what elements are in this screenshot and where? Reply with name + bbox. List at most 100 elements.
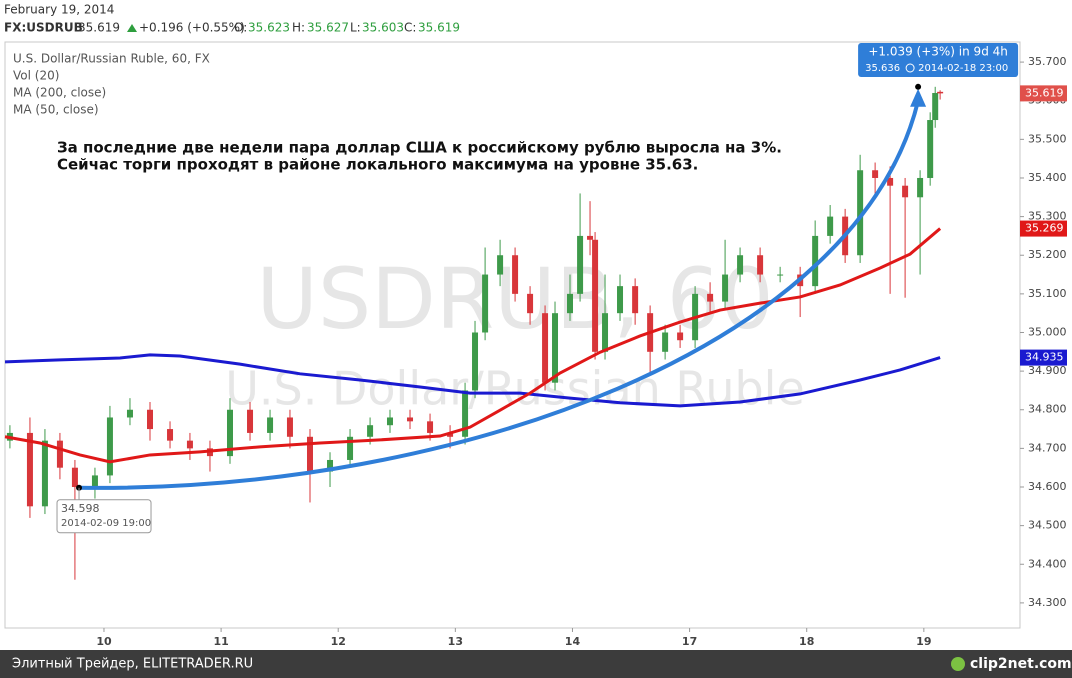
candle-body bbox=[937, 91, 944, 94]
candle-body bbox=[447, 432, 454, 437]
legend-entry: MA (50, close) bbox=[13, 103, 99, 117]
annotation: Сейчас торги проходят в районе локальног… bbox=[57, 156, 698, 174]
open-label: O: bbox=[234, 21, 247, 35]
symbol: FX:USDRUB bbox=[4, 21, 83, 35]
y-tick-label: 34.900 bbox=[1028, 364, 1067, 377]
annotation: За последние две недели пара доллар США … bbox=[57, 139, 782, 157]
x-tick-label: 13 bbox=[448, 635, 463, 648]
x-tick-label: 17 bbox=[682, 635, 697, 648]
y-tick-label: 35.300 bbox=[1028, 210, 1067, 223]
measure-end-point bbox=[915, 83, 922, 90]
x-tick-label: 11 bbox=[213, 635, 228, 648]
candle-body bbox=[677, 332, 684, 341]
candle-body bbox=[367, 425, 374, 437]
candle-body bbox=[857, 170, 864, 256]
candle-body bbox=[902, 185, 909, 198]
candle-body bbox=[26, 432, 33, 507]
start-box bbox=[56, 499, 152, 534]
close-label: C: bbox=[404, 21, 416, 35]
price-tag bbox=[1020, 85, 1067, 102]
candle-body bbox=[56, 440, 63, 468]
candle-body bbox=[71, 467, 78, 488]
end-date: 2014-02-18 23:00 bbox=[918, 63, 1008, 74]
legend-title: U.S. Dollar/Russian Ruble, 60, FX bbox=[13, 52, 210, 66]
candle-body bbox=[512, 255, 519, 294]
candle-body bbox=[757, 255, 764, 275]
candle-body bbox=[126, 409, 133, 418]
candle-body bbox=[386, 417, 393, 426]
price-tag bbox=[1020, 349, 1067, 366]
x-tick-label: 10 bbox=[96, 635, 112, 648]
candle-body bbox=[226, 409, 233, 457]
y-tick-label: 35.500 bbox=[1028, 132, 1067, 145]
ma-line bbox=[4, 227, 942, 464]
candle-body bbox=[617, 286, 624, 314]
candle-body bbox=[927, 120, 934, 178]
y-tick-label: 34.300 bbox=[1028, 596, 1067, 609]
candle-body bbox=[632, 286, 639, 314]
candle-body bbox=[482, 274, 489, 333]
candle-body bbox=[427, 421, 434, 433]
end-box bbox=[858, 43, 1019, 77]
low-label: L: bbox=[350, 21, 361, 35]
candle-body bbox=[542, 313, 549, 383]
candle-body bbox=[106, 417, 113, 476]
close-value: 35.619 bbox=[418, 21, 460, 35]
start-value: 34.598 bbox=[61, 502, 99, 515]
candle-body bbox=[592, 239, 599, 352]
low-value: 35.603 bbox=[362, 21, 404, 35]
legend-vol: Vol (20) bbox=[13, 69, 59, 83]
candle-body bbox=[737, 255, 744, 275]
candle-body bbox=[872, 170, 879, 178]
y-tick-label: 35.100 bbox=[1028, 287, 1067, 300]
candle-body bbox=[267, 417, 274, 433]
plot-frame bbox=[4, 41, 1021, 629]
start-date: 2014-02-09 19:00 bbox=[61, 518, 151, 529]
logo-icon bbox=[951, 657, 965, 671]
candle-body bbox=[247, 409, 254, 433]
candle-body bbox=[777, 274, 784, 276]
y-tick-label: 35.200 bbox=[1028, 248, 1067, 261]
ma-line bbox=[4, 353, 941, 408]
end-value: 35.636 bbox=[865, 63, 900, 74]
up-arrow bbox=[127, 24, 137, 32]
candle-body bbox=[827, 216, 834, 236]
measure-curve bbox=[78, 100, 921, 490]
price-tag-label: 34.935 bbox=[1025, 351, 1064, 364]
price-tag-label: 35.269 bbox=[1025, 222, 1064, 235]
x-tick-label: 19 bbox=[916, 635, 931, 648]
date: February 19, 2014 bbox=[4, 3, 114, 17]
candle-body bbox=[917, 177, 924, 198]
candle-body bbox=[662, 332, 669, 352]
legend-entry: MA (200, close) bbox=[13, 86, 106, 100]
candle-body bbox=[552, 313, 559, 383]
y-tick-label: 35.400 bbox=[1028, 171, 1067, 184]
footer-text: Элитный Трейдер, ELITETRADER.RU bbox=[12, 657, 253, 672]
candle-body bbox=[186, 440, 193, 449]
candle-body bbox=[407, 417, 414, 422]
y-tick-label: 34.500 bbox=[1028, 519, 1067, 532]
high-label: H: bbox=[292, 21, 305, 35]
price-tag bbox=[1020, 220, 1067, 237]
candle-body bbox=[722, 274, 729, 302]
change: +0.196 (+0.55%) bbox=[139, 21, 245, 35]
candle-body bbox=[887, 177, 894, 186]
candle-body bbox=[497, 255, 504, 275]
high-value: 35.627 bbox=[307, 21, 349, 35]
candle-body bbox=[707, 293, 714, 302]
candle-body bbox=[932, 92, 939, 121]
candle-body bbox=[462, 390, 469, 437]
candle-body bbox=[567, 293, 574, 314]
measure-arrowhead bbox=[910, 88, 927, 107]
last-price: 35.619 bbox=[78, 21, 120, 35]
candle-body bbox=[812, 235, 819, 287]
candle-body bbox=[91, 475, 98, 488]
plot: 35.70035.60035.50035.40035.30035.20035.1… bbox=[4, 43, 1067, 648]
y-tick-label: 35.700 bbox=[1028, 55, 1067, 68]
candle-body bbox=[167, 429, 174, 441]
y-tick-label: 34.800 bbox=[1028, 403, 1067, 416]
open-value: 35.623 bbox=[248, 21, 290, 35]
candle-body bbox=[587, 235, 594, 240]
price-tag-label: 35.619 bbox=[1025, 86, 1064, 99]
